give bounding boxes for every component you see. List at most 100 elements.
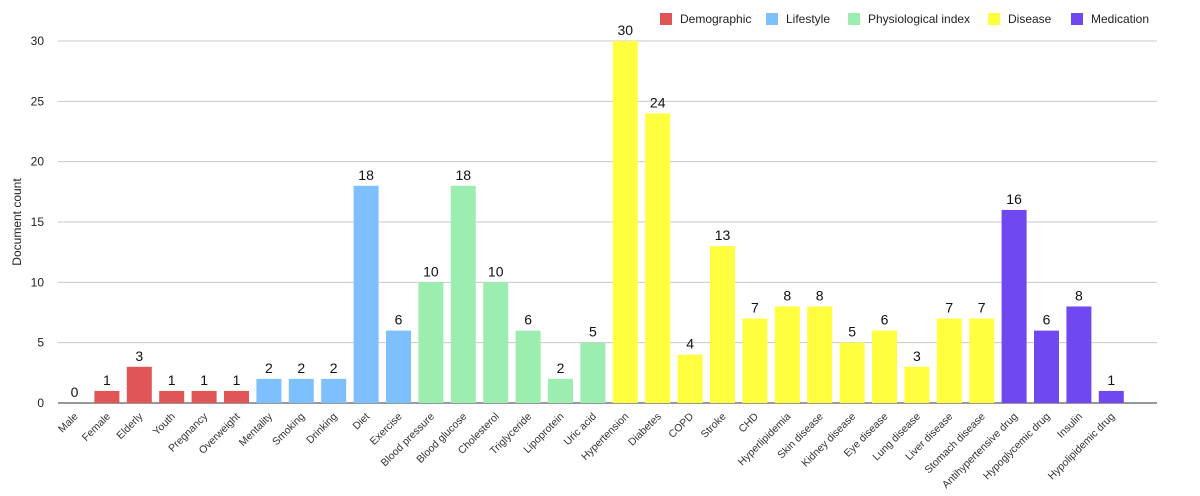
y-tick-label: 0 xyxy=(37,396,44,410)
value-label: 18 xyxy=(358,167,374,183)
bar-exercise xyxy=(386,330,411,403)
bar-antihypertensive-drug xyxy=(1001,209,1027,403)
value-label: 18 xyxy=(456,167,472,183)
x-tick-label: Drinking xyxy=(304,411,340,447)
bar-copd xyxy=(677,354,703,403)
legend-swatch xyxy=(988,13,1000,25)
bar-diabetes xyxy=(645,113,671,404)
x-axis-category-labels: Male Female Elderly YouthPregnancyOverweigh… xyxy=(56,410,1117,491)
legend: Demographic Lifestyle Physiological index D… xyxy=(660,12,1149,26)
bar-chd xyxy=(742,318,768,403)
value-label: 8 xyxy=(816,287,824,303)
x-tick-label: Insulin xyxy=(1055,411,1085,441)
bar-hyperlipidemia xyxy=(774,306,800,403)
value-label: 1 xyxy=(168,372,176,388)
x-tick-label: Male xyxy=(56,411,81,436)
value-label: 8 xyxy=(1075,287,1083,303)
bar-pregnancy xyxy=(191,390,217,403)
y-tick-label: 30 xyxy=(31,34,45,48)
legend-label: Medication xyxy=(1091,12,1149,26)
value-label: 16 xyxy=(1006,191,1022,207)
x-tick-label: Smoking xyxy=(270,411,307,448)
gridlines xyxy=(58,40,1157,404)
value-label: 2 xyxy=(557,360,565,376)
bar-blood-pressure xyxy=(418,282,444,403)
bar-eye-disease xyxy=(872,330,897,403)
bar-insulin xyxy=(1066,306,1092,403)
x-tick-label: Stroke xyxy=(699,411,729,441)
bar-blood-glucose xyxy=(450,185,476,403)
legend-swatch xyxy=(1071,13,1083,25)
bar-mentality xyxy=(256,378,282,403)
bar-smoking xyxy=(288,378,314,403)
bar-hypertension xyxy=(612,41,638,403)
y-tick-label: 15 xyxy=(31,215,45,229)
bar-youth xyxy=(159,390,185,403)
value-label: 1 xyxy=(200,372,208,388)
bars xyxy=(94,41,1124,404)
legend-label: Physiological index xyxy=(868,12,970,26)
value-label: 3 xyxy=(135,348,143,364)
bar-stomach-disease xyxy=(969,318,995,403)
x-tick-label: COPD xyxy=(666,410,696,440)
value-label: 3 xyxy=(913,348,921,364)
value-label: 1 xyxy=(103,372,111,388)
bar-hypoglycemic-drug xyxy=(1034,330,1059,403)
legend-swatch xyxy=(660,13,672,25)
x-tick-label: Female xyxy=(80,411,113,444)
bar-stroke xyxy=(710,246,735,403)
bar-cholesterol xyxy=(483,282,509,403)
bar-uric-acid xyxy=(580,342,606,403)
value-label: 6 xyxy=(524,312,532,328)
bar-hypolipidemic-drug xyxy=(1098,390,1124,403)
bar-lung-disease xyxy=(904,366,930,403)
legend-swatch xyxy=(766,13,778,25)
bar-overweight xyxy=(224,390,249,403)
legend-label: Disease xyxy=(1008,12,1052,26)
y-tick-label: 20 xyxy=(31,155,45,169)
legend-swatch xyxy=(848,13,860,25)
bar-elderly xyxy=(126,366,152,403)
value-label: 7 xyxy=(978,300,986,316)
y-axis-ticks: 0 5 10 15 20 25 30 xyxy=(31,34,45,410)
legend-label: Lifestyle xyxy=(786,12,830,26)
value-label: 10 xyxy=(423,263,439,279)
value-label: 2 xyxy=(265,360,273,376)
value-label: 6 xyxy=(395,312,403,328)
value-label: 4 xyxy=(686,336,694,352)
y-tick-label: 25 xyxy=(31,94,45,108)
value-label: 5 xyxy=(589,324,597,340)
bar-female xyxy=(94,390,120,403)
x-tick-label: Youth xyxy=(151,411,178,438)
bar-lipoprotein xyxy=(548,378,573,403)
value-label: 30 xyxy=(618,22,634,38)
value-label: 0 xyxy=(71,384,79,400)
y-tick-label: 5 xyxy=(37,336,44,350)
x-tick-label: Mentality xyxy=(237,410,276,449)
value-label: 1 xyxy=(233,372,241,388)
value-label: 2 xyxy=(297,360,305,376)
legend-label: Demographic xyxy=(680,12,751,26)
bar-triglyceride xyxy=(515,330,541,403)
value-label: 2 xyxy=(330,360,338,376)
bar-liver-disease xyxy=(936,318,962,403)
bar-diet xyxy=(353,185,379,403)
value-label: 13 xyxy=(715,227,731,243)
y-axis-label: Document count xyxy=(10,178,24,266)
value-label: 6 xyxy=(881,312,889,328)
value-label: 8 xyxy=(783,287,791,303)
y-tick-label: 10 xyxy=(31,275,45,289)
bar-skin-disease xyxy=(807,306,833,403)
value-label: 7 xyxy=(945,300,953,316)
x-tick-label: Elderly xyxy=(114,410,146,442)
bar-drinking xyxy=(321,378,347,403)
value-label: 24 xyxy=(650,94,666,110)
x-tick-label: Diet xyxy=(351,411,373,433)
value-label: 6 xyxy=(1043,312,1051,328)
x-tick-label: Diabetes xyxy=(626,411,664,449)
value-label: 10 xyxy=(488,263,504,279)
value-label: 5 xyxy=(848,324,856,340)
